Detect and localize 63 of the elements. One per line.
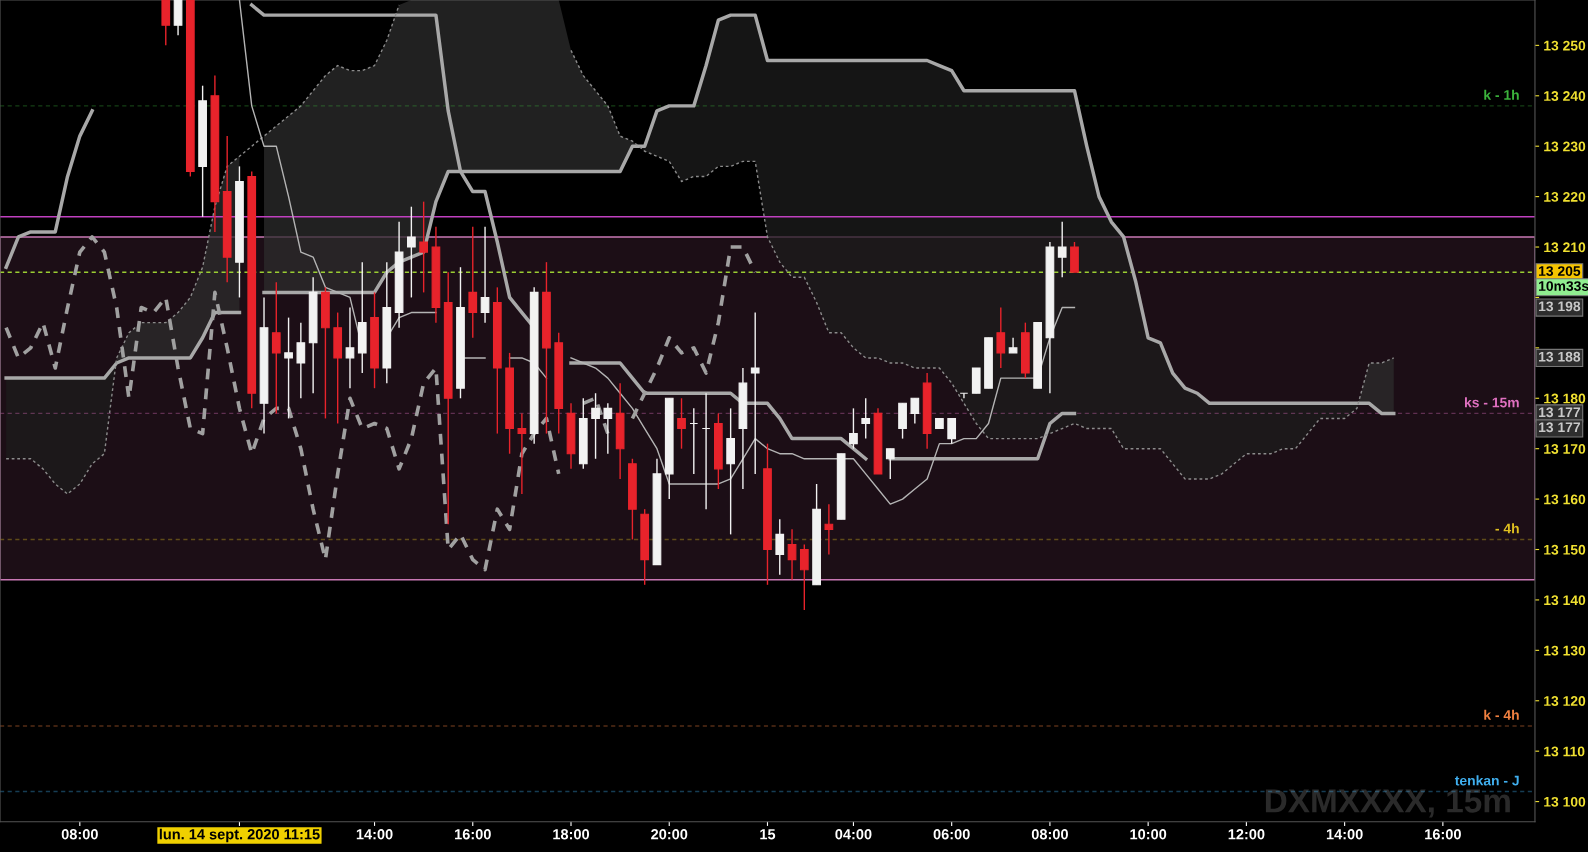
x-tick-label: 10:00 (1130, 829, 1167, 840)
x-tick-label: 08:00 (61, 829, 98, 840)
candlestick (799, 543, 809, 611)
x-tick-label: 18:00 (553, 829, 590, 840)
candlestick (468, 226, 478, 339)
x-tick-label: 16:00 (1425, 829, 1461, 840)
text: 13 177 (1539, 422, 1581, 433)
text: 10m33s (1539, 281, 1588, 291)
candlestick (1057, 221, 1067, 278)
y-tick-label: 13 240 (1544, 91, 1586, 101)
candlestick (824, 503, 834, 556)
y-tick-label: 13 210 (1544, 242, 1586, 253)
candlestick (407, 206, 416, 299)
x-tick-label: 20:00 (651, 829, 688, 840)
y-tick-label: 13 120 (1544, 696, 1586, 706)
y-tick-label: 13 220 (1544, 191, 1586, 202)
x-tick-label: 06:00 (933, 829, 970, 840)
x-tick-label: 15 (760, 829, 776, 840)
candlestick (271, 281, 281, 415)
candlestick (775, 518, 785, 576)
ref-line-label: ks - 15m (1465, 397, 1519, 408)
ref-line-label: tenkan - J (1454, 775, 1519, 786)
candlestick (591, 392, 600, 460)
candlestick (750, 311, 760, 475)
x-tick-label: 16:00 (455, 829, 491, 840)
candlestick (787, 528, 797, 581)
y-tick-label: 13 180 (1544, 393, 1586, 404)
candlestick (910, 397, 920, 425)
x-tick-label: 14:00 (1326, 829, 1363, 840)
y-tick-label: 13 160 (1544, 494, 1586, 505)
x-tick-label: 04:00 (835, 829, 872, 840)
candlestick (480, 226, 490, 324)
candlestick (677, 397, 686, 450)
candlestick (345, 306, 355, 389)
y-tick-label: 13 230 (1544, 141, 1586, 152)
y-tick-label: 13 130 (1544, 645, 1586, 656)
candlestick (296, 321, 306, 399)
x-tick-label: 14:00 (356, 829, 393, 840)
text: 13 188 (1539, 351, 1581, 362)
x-tick-label: 08:00 (1031, 829, 1068, 840)
y-tick-label: 13 150 (1544, 544, 1586, 555)
ref-line-label: k - 1h (1484, 89, 1519, 100)
candlestick (419, 200, 429, 294)
candlestick (284, 316, 293, 420)
text: 13 205 (1539, 266, 1581, 276)
candlestick (996, 306, 1006, 369)
candlestick (517, 412, 527, 495)
y-tick-label: 13 140 (1544, 595, 1586, 606)
y-tick-label: 13 110 (1544, 746, 1585, 757)
candlestick (885, 447, 895, 480)
candlestick (849, 407, 858, 450)
candlestick (861, 397, 871, 440)
candlestick (603, 402, 613, 455)
y-tick-label: 13 250 (1544, 40, 1586, 51)
y-tick-label: 13 170 (1544, 444, 1586, 454)
x-tick-label: 12:00 (1228, 829, 1265, 840)
ref-line-label: - 4h (1495, 523, 1519, 534)
candlestick (947, 417, 957, 445)
ref-line-label: k - 4h (1484, 709, 1519, 720)
x-tick-label: lun. 14 sept. 2020 11:15 (159, 828, 320, 843)
text: 13 198 (1539, 301, 1581, 312)
text: 13 177 (1539, 407, 1581, 418)
y-tick-label: 13 100 (1544, 796, 1586, 807)
